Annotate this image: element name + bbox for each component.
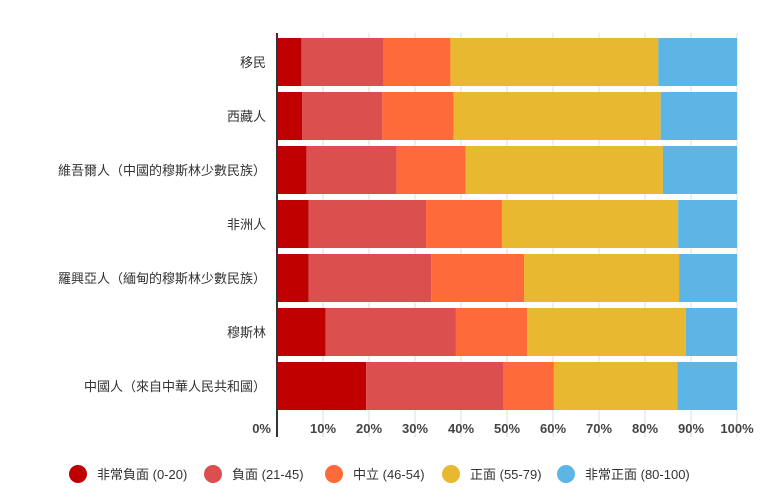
x-tick-label: 10% — [310, 421, 336, 436]
x-tick-label: 20% — [356, 421, 382, 436]
bars — [277, 38, 737, 410]
bar-segment — [308, 254, 432, 302]
bar-segment — [553, 362, 678, 410]
bar-segment — [366, 362, 504, 410]
bar-segment — [465, 146, 663, 194]
legend: 非常負面 (0-20) 負面 (21-45) 中立 (46-54) 正面 (55-79… — [69, 465, 690, 483]
x-tick-label: 70% — [586, 421, 612, 436]
bar-segment — [679, 254, 737, 302]
x-tick-label: 100% — [720, 421, 754, 436]
bar-segment — [277, 200, 309, 248]
category-label: 維吾爾人（中國的穆斯林少數民族） — [58, 163, 266, 179]
bar-segment — [306, 146, 397, 194]
legend-swatch — [442, 465, 460, 483]
bar-segment — [382, 92, 454, 140]
x-tick-label: 40% — [448, 421, 474, 436]
bar-segment — [685, 308, 737, 356]
bar-segment — [527, 308, 686, 356]
bar-segment — [301, 38, 384, 86]
bar-segment — [277, 146, 307, 194]
x-tick-label: 50% — [494, 421, 520, 436]
category-label: 非洲人 — [227, 218, 266, 233]
bar-segment — [277, 38, 302, 86]
bar-segment — [453, 92, 661, 140]
bar-segment — [277, 362, 367, 410]
bar-segment — [660, 92, 737, 140]
legend-label: 正面 (55-79) — [470, 467, 542, 482]
bar-segment — [662, 146, 737, 194]
x-tick-label: 30% — [402, 421, 428, 436]
legend-swatch — [69, 465, 87, 483]
legend-swatch — [325, 465, 343, 483]
category-label: 移民 — [240, 56, 266, 71]
legend-label: 中立 (46-54) — [353, 467, 425, 482]
bar-segment — [450, 38, 659, 86]
category-label: 穆斯林 — [227, 326, 266, 341]
bar-segment — [277, 92, 303, 140]
legend-label: 負面 (21-45) — [232, 467, 304, 482]
bar-segment — [455, 308, 528, 356]
legend-swatch — [557, 465, 575, 483]
category-label: 羅興亞人（緬甸的穆斯林少數民族） — [58, 271, 266, 287]
bar-segment — [383, 38, 451, 86]
category-label: 西藏人 — [227, 110, 266, 125]
bar-segment — [302, 92, 383, 140]
bar-segment — [501, 200, 679, 248]
bar-segment — [524, 254, 680, 302]
x-tick-labels: 0% 10% 20% 30% 40% 50% 60% 70% 80% 90% 100% — [252, 421, 754, 436]
x-tick-label: 80% — [632, 421, 658, 436]
bar-segment — [277, 254, 309, 302]
bar-segment — [431, 254, 525, 302]
x-tick-label: 60% — [540, 421, 566, 436]
bar-segment — [426, 200, 502, 248]
legend-label: 非常正面 (80-100) — [585, 467, 690, 482]
x-tick-label: 90% — [678, 421, 704, 436]
bar-segment — [277, 308, 326, 356]
bar-segment — [503, 362, 554, 410]
bar-segment — [678, 200, 737, 248]
bar-segment — [396, 146, 466, 194]
legend-label: 非常負面 (0-20) — [97, 467, 187, 482]
bar-segment — [308, 200, 427, 248]
legend-swatch — [204, 465, 222, 483]
category-label: 中國人（來自中華人民共和國） — [84, 380, 266, 395]
bar-segment — [325, 308, 456, 356]
bar-segment — [677, 362, 737, 410]
x-tick-label: 0% — [252, 421, 271, 436]
bar-segment — [658, 38, 737, 86]
